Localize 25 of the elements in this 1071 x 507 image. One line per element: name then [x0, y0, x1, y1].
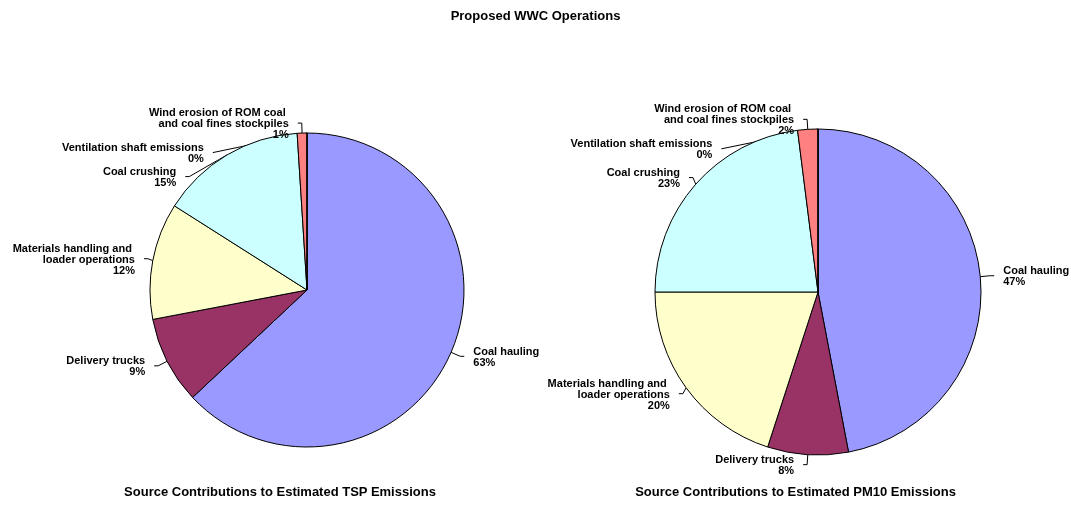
slice-label: Wind erosion of ROM coal and coal fines stockpiles [654, 102, 795, 126]
data-label: 9% [129, 365, 146, 378]
data-label: 12% [112, 263, 136, 276]
data-label: 20% [647, 398, 671, 411]
data-label: 63% [473, 355, 496, 368]
text: 0% [696, 148, 713, 161]
slice-label: Coal crushing [606, 166, 680, 179]
slice-label: Materials handling and loader operations [547, 376, 670, 400]
text: Proposed WWC Operations [449, 8, 622, 23]
text: 0% [187, 152, 204, 165]
text: Source Contributions to Estimated PM10 Emissions [635, 484, 956, 499]
data-label: 15% [154, 176, 177, 189]
data-label: 8% [778, 464, 795, 477]
text: Source Contributions to Estimated TSP Emissions [124, 484, 436, 499]
slice-label: Coal hauling [1003, 264, 1070, 277]
slice-label: Wind erosion of ROM coal and coal fines stockpiles [148, 106, 289, 130]
data-label: 47% [1003, 275, 1026, 288]
slice-label: Delivery trucks [715, 453, 795, 466]
data-label: 23% [657, 177, 681, 190]
category-label: Ventilation shaft emissions [62, 141, 204, 154]
slice-label: Delivery trucks [66, 354, 146, 367]
slice-label: Coal hauling [473, 344, 540, 357]
category-label: Ventilation shaft emissions [570, 137, 713, 150]
slice-label: Materials handling and loader operations [12, 241, 135, 265]
slice-label: Coal crushing [102, 165, 177, 178]
